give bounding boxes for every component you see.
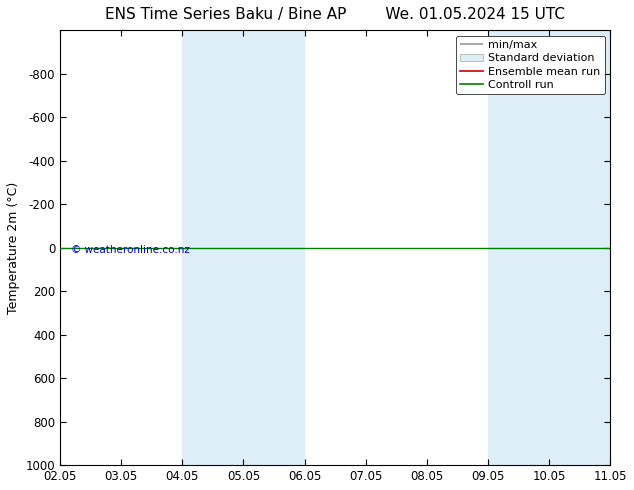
- Title: ENS Time Series Baku / Bine AP        We. 01.05.2024 15 UTC: ENS Time Series Baku / Bine AP We. 01.05…: [105, 7, 565, 22]
- Y-axis label: Temperature 2m (°C): Temperature 2m (°C): [7, 181, 20, 314]
- Bar: [488, 30, 611, 465]
- Text: © weatheronline.co.nz: © weatheronline.co.nz: [71, 245, 190, 255]
- Bar: [183, 30, 304, 465]
- Legend: min/max, Standard deviation, Ensemble mean run, Controll run: min/max, Standard deviation, Ensemble me…: [456, 36, 605, 95]
